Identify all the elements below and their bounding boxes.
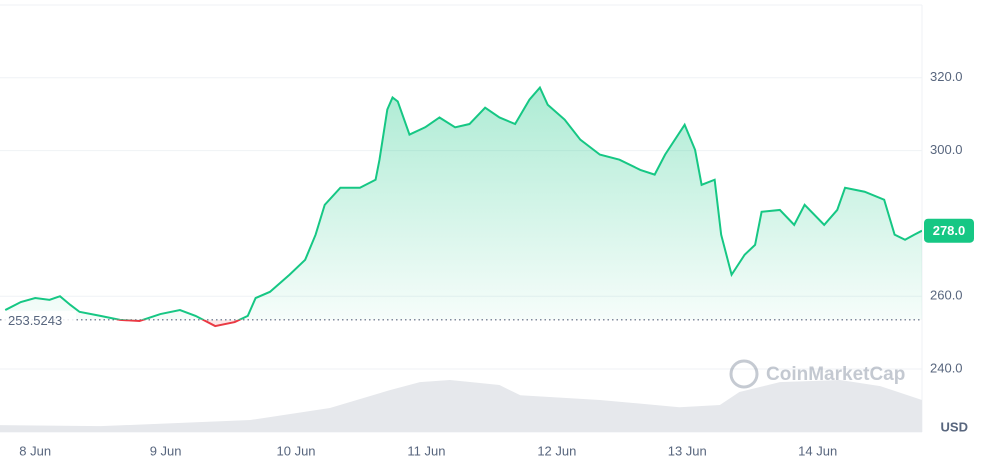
- y-tick-label: 260.0: [930, 288, 963, 303]
- baseline-label: 253.5243: [8, 313, 62, 328]
- volume-area: [0, 379, 922, 432]
- y-tick-label: 240.0: [930, 360, 963, 375]
- baseline-label-bg: [2, 310, 76, 329]
- x-tick-label: 14 Jun: [798, 443, 837, 458]
- x-tick-label: 11 Jun: [407, 443, 445, 458]
- watermark-text: CoinMarketCap: [766, 364, 905, 385]
- current-price-badge: [924, 218, 974, 243]
- y-tick-label: 320.0: [930, 69, 963, 84]
- x-tick-label: 10 Jun: [277, 443, 316, 458]
- x-tick-label: 9 Jun: [150, 443, 182, 458]
- currency-label: USD: [941, 419, 968, 434]
- watermark-logo: [729, 359, 759, 389]
- price-area-down: [119, 319, 240, 327]
- price-area-up: [5, 87, 922, 320]
- price-line-up: [4, 85, 922, 320]
- watermark: CoinMarketCap: [729, 359, 905, 389]
- x-tick-label: 12 Jun: [537, 443, 576, 458]
- x-tick-label: 8 Jun: [19, 443, 51, 458]
- x-tick-label: 13 Jun: [668, 443, 707, 458]
- current-price-label: 278.0: [933, 223, 966, 238]
- y-tick-label: 300.0: [930, 142, 963, 157]
